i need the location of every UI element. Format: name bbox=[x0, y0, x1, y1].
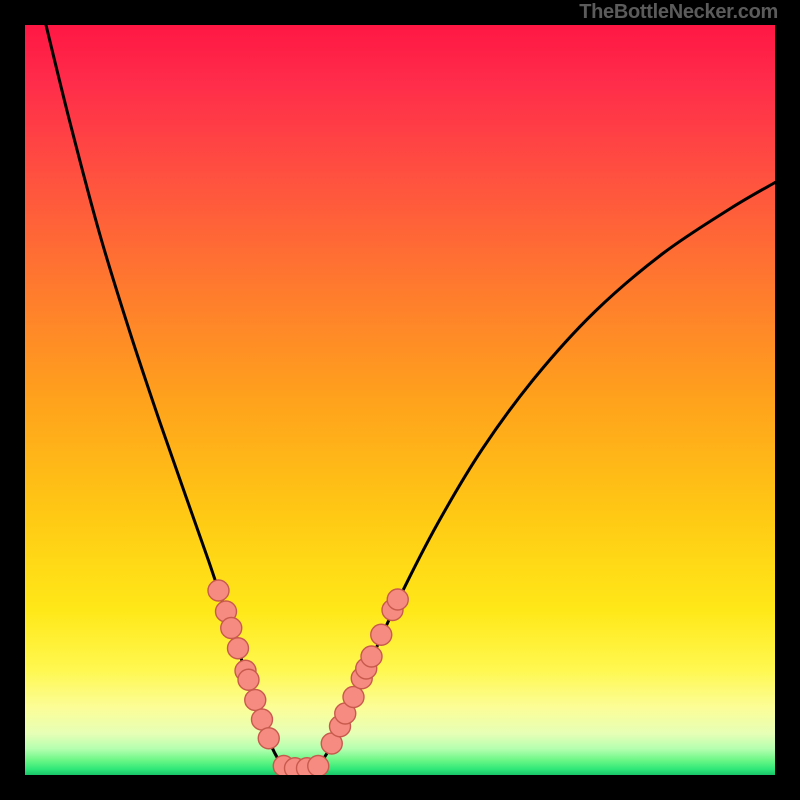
chart-border bbox=[0, 0, 800, 800]
chart-container: TheBottleNecker.com bbox=[0, 0, 800, 800]
watermark-text: TheBottleNecker.com bbox=[579, 1, 778, 24]
